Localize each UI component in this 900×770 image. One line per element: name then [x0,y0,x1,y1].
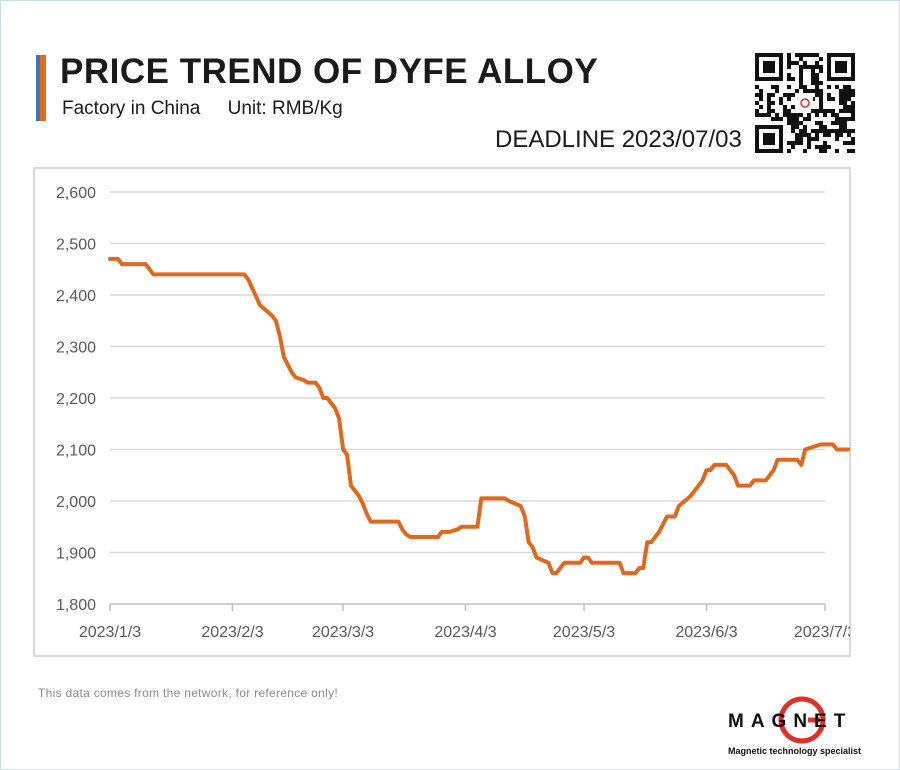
title-accent-bar [36,55,46,121]
chart-panel [33,167,851,657]
y-tick-label: 1,800 [56,597,96,614]
line-chart: 1,800 1,900 2,000 2,100 2,200 2,300 2,400 2,500… [56,185,856,641]
magnet-logo-icon [778,696,826,744]
x-tick-label: 2023/1/3 [79,624,141,641]
y-tick-label: 2,200 [56,391,96,408]
x-tick-label: 2023/7/3 [794,624,856,641]
x-tick-label: 2023/4/3 [434,624,496,641]
x-tick-label: 2023/5/3 [553,624,615,641]
x-tick-label: 2023/6/3 [675,624,737,641]
qr-code-icon [755,53,855,153]
footnote: This data comes from the network, for re… [38,686,339,700]
x-tick-label: 2023/3/3 [312,624,374,641]
price-line-series [108,256,850,576]
x-tick-label: 2023/2/3 [201,624,263,641]
logo-wordmark: MAGNET [728,711,853,732]
page-subtitle: Factory in China Unit: RMB/Kg [62,98,343,120]
magnet-logo: MAGNET Magnetic technology specialist [720,683,862,763]
deadline-label: DEADLINE 2023/07/03 [495,126,742,153]
y-tick-label: 2,300 [56,340,96,357]
y-tick-label: 2,600 [56,185,96,202]
title-accent-orange [40,55,46,121]
logo-tagline: Magnetic technology specialist [728,746,862,756]
subtitle-unit: Unit: RMB/Kg [227,98,343,119]
y-tick-label: 1,900 [56,546,96,563]
y-tick-label: 2,000 [56,494,96,511]
grid [110,191,825,605]
subtitle-factory: Factory in China [62,98,201,119]
y-tick-label: 2,100 [56,443,96,460]
title-accent-blue [36,55,40,121]
y-tick-label: 2,400 [56,288,96,305]
y-tick-label: 2,500 [56,237,96,254]
page-title: PRICE TREND OF DYFE ALLOY [60,52,599,91]
